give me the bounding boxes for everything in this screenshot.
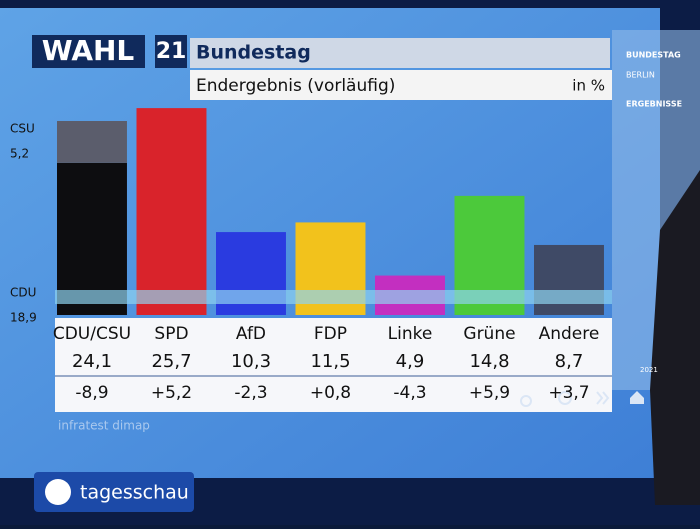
value-label: 25,7 (151, 351, 191, 372)
footer-box (34, 472, 194, 512)
category-label: Grüne (463, 324, 515, 344)
record-icon[interactable] (558, 391, 572, 405)
sidebar-label: BERLIN (626, 71, 655, 80)
change-label: +3,7 (548, 383, 589, 403)
value-label: 4,9 (396, 351, 425, 372)
category-label: CDU/CSU (53, 324, 131, 344)
change-label: +0,8 (310, 383, 351, 403)
forward-icon[interactable] (596, 391, 610, 405)
subtitle: Endergebnis (vorläufig) (196, 76, 395, 96)
change-label: -4,3 (393, 383, 426, 403)
change-label: -8,9 (75, 383, 108, 403)
brand-number: 21 (156, 39, 187, 64)
title-band (190, 38, 610, 68)
segment-label: 18,9 (10, 311, 37, 325)
label-table (55, 318, 612, 412)
sidebar-label: ERGEBNISSE (626, 100, 682, 109)
change-label: -2,3 (234, 383, 267, 403)
home-icon[interactable] (630, 391, 644, 404)
category-label: FDP (314, 324, 347, 344)
segment-name: CSU (10, 121, 35, 135)
sidebar-label: 2021 (640, 366, 658, 374)
bar (136, 108, 207, 316)
brand-number-box (155, 35, 187, 68)
category-label: Andere (539, 324, 600, 344)
value-label: 10,3 (231, 351, 271, 372)
unit-label: in % (572, 77, 605, 95)
bar-segment (57, 162, 127, 315)
category-label: SPD (154, 324, 188, 344)
source: infratest dimap (58, 419, 150, 433)
footer: tagesschau (80, 482, 189, 504)
footer-logo (45, 479, 71, 505)
brand-box (32, 35, 145, 68)
subtitle-band (190, 70, 612, 100)
highlight-stripe (55, 290, 612, 304)
value-label: 8,7 (555, 351, 584, 372)
bar-segment (57, 120, 127, 163)
segment-label: 5,2 (10, 146, 29, 160)
sidebar-label: BUNDESTAG (626, 51, 681, 60)
brand: WAHL (42, 34, 135, 67)
category-label: AfD (236, 324, 266, 344)
category-label: Linke (388, 324, 433, 344)
bar (534, 244, 604, 315)
value-label: 14,8 (469, 351, 509, 372)
change-label: +5,2 (151, 383, 192, 403)
search-icon[interactable] (520, 395, 532, 407)
title: Bundestag (196, 42, 311, 64)
value-label: 24,1 (72, 351, 112, 372)
change-label: +5,9 (469, 383, 510, 403)
value-label: 11,5 (310, 351, 350, 372)
segment-name: CDU (10, 286, 36, 300)
presenter (650, 170, 700, 505)
plot: CDU 18,9 CSU 5,2 CDU/CSU 24,1 -8,9 SPD 25,7 +5,2 A… (10, 108, 612, 403)
